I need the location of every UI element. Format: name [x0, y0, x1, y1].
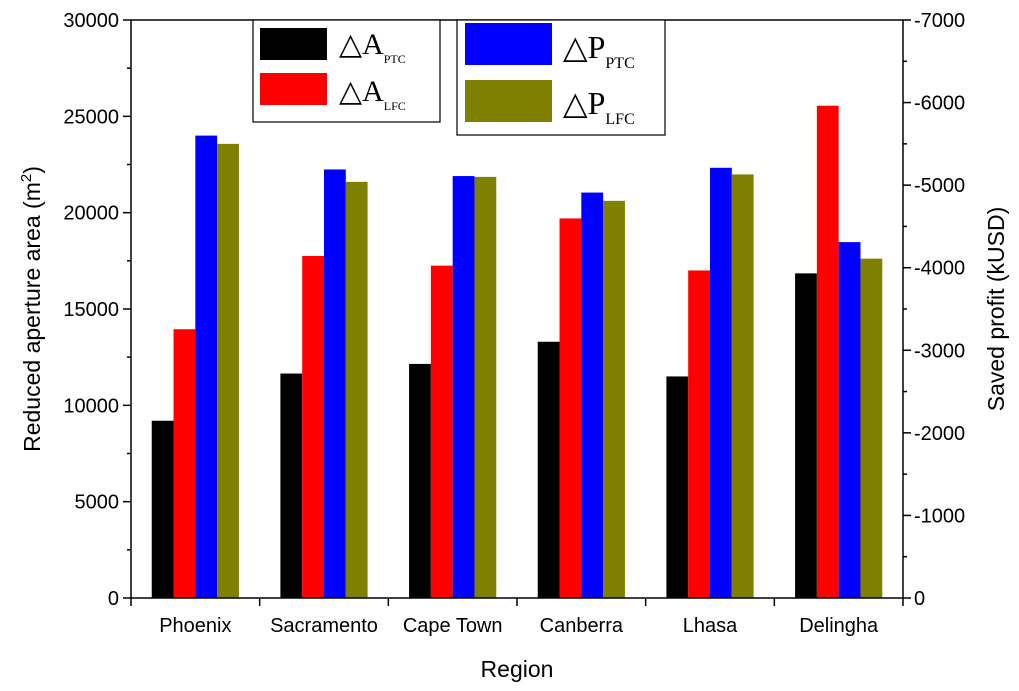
- bar-lfc-p-canberra: [603, 200, 625, 598]
- bar-lfc-a-phoenix: [173, 329, 196, 598]
- legend-label-symbol: △P: [563, 29, 605, 65]
- bar-lfc-p-sacramento: [345, 181, 368, 598]
- y-right-tick-label: -7000: [914, 10, 965, 32]
- legend-label-subscript: LFC: [384, 99, 406, 113]
- y-right-tick-label: -1000: [914, 505, 965, 527]
- y-left-tick-label: 20000: [63, 203, 119, 225]
- bar-ptc-p-sacramento: [324, 169, 346, 598]
- bar-lfc-a-canberra: [559, 218, 582, 598]
- bar-lfc-p-phoenix: [217, 143, 239, 599]
- bar-ptc-p-cape-town: [452, 176, 475, 598]
- y-left-tick-label: 15000: [63, 299, 119, 321]
- y-axis-left-label-sup: 2: [18, 174, 35, 182]
- bar-ptc-p-phoenix: [195, 135, 218, 598]
- legend-label-symbol: △A: [339, 75, 384, 108]
- y-right-tick-label: -5000: [914, 175, 965, 197]
- bar-ptc-a-canberra: [537, 341, 560, 598]
- legend-label-symbol: △P: [563, 85, 605, 121]
- legend-label-subscript: LFC: [605, 111, 634, 128]
- legend-group: △APTC△ALFC△PPTC△PLFC: [252, 19, 666, 136]
- y-axis-right-label: Saved profit (kUSD): [983, 207, 1009, 412]
- x-tick-label: Canberra: [540, 615, 624, 637]
- legend-label: △APTC: [339, 28, 406, 66]
- legend-label-symbol: △A: [339, 28, 384, 61]
- bar-ptc-p-lhasa: [710, 167, 732, 599]
- y-right-tick-label: -3000: [914, 340, 965, 362]
- legend-label: △PLFC: [563, 85, 635, 128]
- bar-ptc-a-phoenix: [151, 420, 174, 598]
- x-tick-label: Phoenix: [159, 615, 231, 637]
- y-left-tick-label: 0: [108, 588, 119, 610]
- bar-lfc-a-cape-town: [430, 265, 453, 598]
- bar-lfc-a-sacramento: [302, 256, 324, 598]
- y-axis-left-label: Reduced aperture area (m2): [18, 166, 45, 452]
- legend-swatch: [465, 80, 552, 122]
- bar-ptc-a-sacramento: [280, 373, 303, 598]
- legend-label: △PPTC: [563, 29, 635, 72]
- bar-lfc-p-cape-town: [474, 176, 497, 598]
- bar-ptc-a-delingha: [795, 273, 817, 598]
- bar-lfc-p-delingha: [860, 258, 883, 598]
- legend-swatch: [260, 28, 327, 60]
- legend-swatch: [465, 23, 552, 65]
- ticks-group: 0 5000 10000 15000 20000 25000 30000 0 -1000 -200…: [63, 10, 965, 637]
- legend-label-subscript: PTC: [605, 55, 634, 72]
- legend-label-subscript: PTC: [384, 52, 406, 66]
- y-right-tick-label: 0: [914, 588, 925, 610]
- x-tick-label: Sacramento: [270, 615, 378, 637]
- y-right-tick-label: -2000: [914, 423, 965, 445]
- y-axis-left-label-close: ): [19, 166, 45, 174]
- x-tick-label: Lhasa: [683, 615, 738, 637]
- bar-lfc-a-lhasa: [688, 270, 710, 598]
- bar-ptc-a-lhasa: [666, 376, 689, 598]
- bar-ptc-p-delingha: [838, 242, 861, 598]
- y-left-tick-label: 5000: [75, 492, 120, 514]
- legend-swatch: [260, 73, 327, 105]
- x-tick-label: Delingha: [799, 615, 879, 637]
- y-right-tick-label: -4000: [914, 258, 965, 280]
- bar-lfc-a-delingha: [816, 105, 839, 599]
- y-left-tick-label: 25000: [63, 106, 119, 128]
- y-left-tick-label: 10000: [63, 395, 119, 417]
- y-left-tick-label: 30000: [63, 10, 119, 32]
- y-right-tick-label: -6000: [914, 93, 965, 115]
- bar-ptc-a-cape-town: [409, 363, 431, 598]
- x-axis-label: Region: [481, 656, 554, 682]
- bar-ptc-p-canberra: [581, 192, 604, 598]
- x-tick-label: Cape Town: [403, 615, 503, 637]
- bars-group: [151, 105, 883, 599]
- legend-label: △ALFC: [339, 75, 406, 113]
- bar-lfc-p-lhasa: [731, 174, 754, 598]
- y-axis-left-label-text: Reduced aperture area (m: [19, 182, 45, 452]
